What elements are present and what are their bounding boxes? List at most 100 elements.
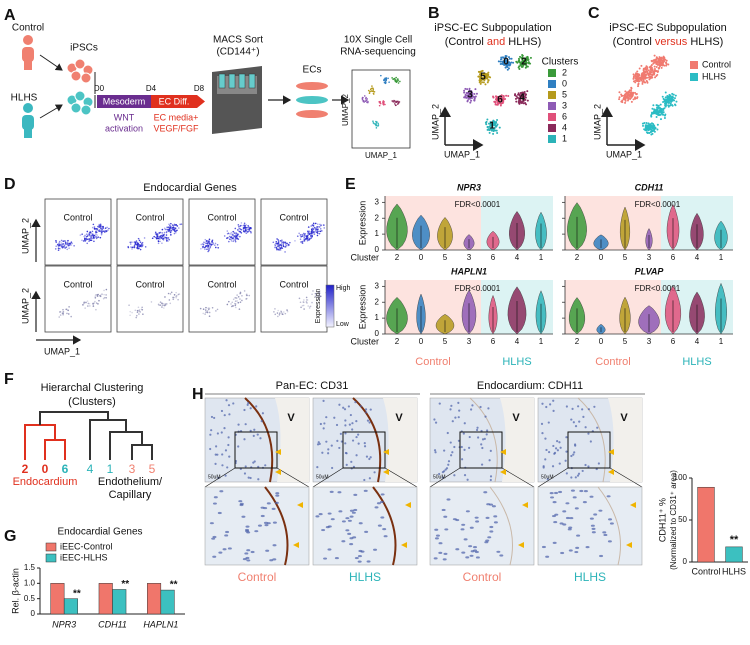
feature-dot	[103, 296, 106, 299]
umap-dot	[664, 96, 667, 99]
feature-dot	[138, 245, 141, 248]
nucleus	[334, 556, 339, 560]
bar	[63, 598, 78, 615]
feature-dot	[212, 241, 214, 244]
feature-dot	[66, 240, 69, 242]
nucleus	[568, 526, 573, 529]
feature-dot	[244, 226, 247, 229]
feature-dot	[167, 292, 170, 295]
panel-letter: C	[588, 5, 600, 22]
label: CDH11⁺ %	[657, 498, 667, 542]
feature-dot	[230, 305, 233, 308]
feature-dot	[137, 242, 140, 245]
feature-dot	[138, 310, 140, 312]
cluster-label: 5	[623, 253, 628, 262]
nucleus	[443, 449, 446, 452]
umap-dot	[661, 95, 664, 98]
label: Control	[63, 212, 92, 222]
umap-dot	[477, 75, 480, 78]
umap-dot	[642, 124, 645, 127]
umap-dot	[504, 66, 507, 69]
feature-dot	[314, 222, 317, 225]
mini-umap-dot	[362, 96, 364, 99]
nucleus	[243, 438, 246, 441]
nucleus	[493, 521, 498, 524]
scale-bar-label: 50uM	[433, 474, 446, 480]
feature-dot	[307, 226, 310, 228]
feature-dot	[142, 244, 144, 246]
nucleus	[271, 507, 276, 510]
feature-dot	[211, 239, 214, 241]
feature-dot	[284, 251, 286, 253]
nucleus	[554, 447, 558, 450]
feature-dot	[276, 242, 279, 245]
feature-dot	[102, 226, 104, 228]
umap-dot	[651, 107, 654, 110]
umap-dot	[624, 90, 627, 93]
nucleus	[466, 478, 469, 481]
umap-dot	[501, 56, 504, 59]
umap-dot	[669, 102, 672, 105]
nucleus	[551, 514, 556, 518]
feature-dot	[97, 303, 99, 305]
nucleus	[565, 436, 568, 439]
feature-dot	[130, 246, 132, 248]
umap-dot	[657, 67, 660, 70]
feature-dot	[305, 296, 308, 299]
label: Control	[135, 279, 164, 289]
dendrogram-branch	[39, 411, 109, 425]
feature-dot	[239, 235, 241, 238]
umap-dot	[473, 92, 476, 95]
label: Control	[12, 23, 44, 34]
feature-dot	[234, 235, 236, 237]
feature-dot	[244, 229, 247, 232]
feature-dot	[159, 240, 161, 243]
feature-dot	[206, 311, 209, 314]
nucleus	[260, 514, 265, 518]
umap-dot	[641, 82, 644, 85]
umap-dot	[492, 132, 495, 135]
feature-dot	[101, 293, 103, 295]
umap-dot	[644, 129, 647, 132]
umap-dot	[624, 95, 627, 98]
panel-letter: B	[428, 5, 440, 22]
nucleus	[348, 423, 351, 426]
cluster-label: 1	[539, 337, 544, 346]
nucleus	[476, 426, 479, 429]
feature-dot	[234, 237, 237, 239]
cluster-label: 5	[443, 337, 448, 346]
feature-dot	[311, 234, 314, 237]
feature-dot	[58, 316, 61, 318]
feature-dot	[150, 301, 153, 303]
umap-dot	[653, 68, 656, 71]
nucleus	[606, 495, 611, 498]
umap-dot	[644, 81, 647, 84]
umap-dot	[636, 96, 639, 99]
feature-dot	[64, 247, 67, 249]
cluster-label: 3	[467, 337, 472, 346]
feature-dot	[282, 245, 285, 248]
feature-dot	[232, 240, 235, 243]
umap-dot	[663, 117, 666, 120]
mini-umap-dot	[397, 82, 400, 84]
feature-dot	[139, 248, 142, 251]
feature-dot	[62, 240, 65, 242]
mini-umap-dot	[395, 76, 397, 79]
nucleus	[475, 556, 480, 559]
mini-umap-dot	[365, 99, 368, 102]
nucleus	[463, 473, 467, 477]
cluster-label: 1	[719, 337, 724, 346]
feature-dot	[232, 237, 234, 240]
nucleus	[564, 459, 567, 462]
feature-dot	[83, 237, 86, 240]
mini-umap-dot	[385, 79, 387, 82]
feature-dot	[275, 248, 278, 250]
cluster-label: 1	[719, 253, 724, 262]
feature-dot	[281, 312, 283, 314]
feature-dot	[235, 306, 237, 309]
feature-dot	[311, 224, 314, 226]
feature-dot	[83, 235, 85, 238]
mini-umap-dot	[394, 104, 397, 107]
umap-dot	[464, 96, 467, 99]
feature-dot	[305, 237, 308, 240]
